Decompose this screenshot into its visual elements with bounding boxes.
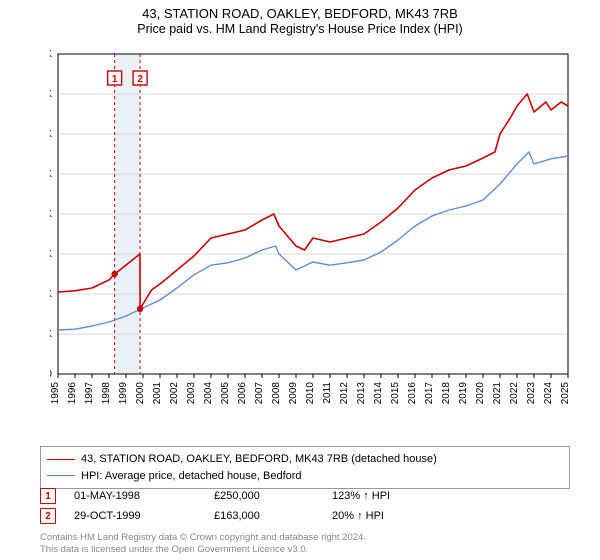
svg-text:2020: 2020	[475, 382, 486, 405]
svg-text:2017: 2017	[424, 382, 435, 405]
svg-text:2008: 2008	[271, 382, 282, 405]
legend-label: 43, STATION ROAD, OAKLEY, BEDFORD, MK43 …	[81, 451, 437, 468]
data-points-table: 1 01-MAY-1998 £250,000 123% ↑ HPI 2 29-O…	[40, 488, 452, 528]
svg-text:£800K: £800K	[50, 49, 52, 60]
svg-text:2015: 2015	[390, 382, 401, 405]
chart-area: £0 £100K £200K £300K £400K £500K £600K £700K £80…	[50, 46, 580, 406]
svg-text:2025: 2025	[560, 382, 571, 405]
svg-text:2012: 2012	[339, 382, 350, 405]
title-block: 43, STATION ROAD, OAKLEY, BEDFORD, MK43 …	[0, 0, 600, 36]
svg-text:2001: 2001	[152, 382, 163, 405]
data-change: 123% ↑ HPI	[332, 490, 452, 502]
svg-text:2011: 2011	[322, 382, 333, 404]
svg-text:1995: 1995	[50, 382, 61, 405]
title-subtitle: Price paid vs. HM Land Registry's House …	[0, 22, 600, 36]
svg-text:2006: 2006	[237, 382, 248, 405]
data-price: £250,000	[214, 490, 332, 502]
svg-text:2016: 2016	[407, 382, 418, 405]
svg-text:2019: 2019	[458, 382, 469, 405]
svg-text:2009: 2009	[288, 382, 299, 405]
legend-label: HPI: Average price, detached house, Bedf…	[81, 468, 302, 485]
legend-item: 43, STATION ROAD, OAKLEY, BEDFORD, MK43 …	[47, 451, 563, 468]
svg-text:2: 2	[137, 74, 143, 85]
svg-text:1: 1	[112, 74, 118, 85]
svg-text:2023: 2023	[526, 382, 537, 405]
data-change: 20% ↑ HPI	[332, 510, 452, 522]
svg-text:2024: 2024	[543, 382, 554, 405]
legend-swatch	[47, 459, 75, 460]
svg-text:2007: 2007	[254, 382, 265, 405]
legend: 43, STATION ROAD, OAKLEY, BEDFORD, MK43 …	[40, 446, 570, 489]
legend-item: HPI: Average price, detached house, Bedf…	[47, 468, 563, 485]
data-row: 1 01-MAY-1998 £250,000 123% ↑ HPI	[40, 488, 452, 504]
svg-text:1996: 1996	[67, 382, 78, 405]
svg-text:2010: 2010	[305, 382, 316, 405]
legend-swatch	[47, 475, 75, 476]
data-date: 29-OCT-1999	[74, 510, 214, 522]
marker-badge: 2	[40, 508, 56, 524]
svg-text:2002: 2002	[169, 382, 180, 405]
data-date: 01-MAY-1998	[74, 490, 214, 502]
footer-line1: Contains HM Land Registry data © Crown c…	[40, 532, 366, 544]
svg-text:£300K: £300K	[50, 249, 52, 260]
svg-text:£500K: £500K	[50, 169, 52, 180]
svg-text:£700K: £700K	[50, 89, 52, 100]
svg-text:£200K: £200K	[50, 289, 52, 300]
chart-container: 43, STATION ROAD, OAKLEY, BEDFORD, MK43 …	[0, 0, 600, 560]
svg-text:2013: 2013	[356, 382, 367, 405]
svg-text:1998: 1998	[101, 382, 112, 405]
marker-badge: 1	[40, 488, 56, 504]
title-address: 43, STATION ROAD, OAKLEY, BEDFORD, MK43 …	[0, 6, 600, 21]
svg-text:2003: 2003	[186, 382, 197, 405]
svg-text:1997: 1997	[84, 382, 95, 405]
svg-text:2014: 2014	[373, 382, 384, 405]
chart-svg: £0 £100K £200K £300K £400K £500K £600K £700K £80…	[50, 46, 580, 406]
data-row: 2 29-OCT-1999 £163,000 20% ↑ HPI	[40, 508, 452, 524]
data-price: £163,000	[214, 510, 332, 522]
footer-line2: This data is licensed under the Open Gov…	[40, 544, 366, 556]
svg-text:2000: 2000	[135, 382, 146, 405]
svg-text:£400K: £400K	[50, 209, 52, 220]
svg-text:2022: 2022	[509, 382, 520, 405]
svg-text:2018: 2018	[441, 382, 452, 405]
svg-text:£0: £0	[50, 369, 52, 380]
svg-text:£100K: £100K	[50, 329, 52, 340]
footer: Contains HM Land Registry data © Crown c…	[40, 532, 366, 556]
svg-text:2005: 2005	[220, 382, 231, 405]
svg-text:£600K: £600K	[50, 129, 52, 140]
svg-text:2004: 2004	[203, 382, 214, 405]
svg-text:1999: 1999	[118, 382, 129, 405]
svg-text:2021: 2021	[492, 382, 503, 405]
